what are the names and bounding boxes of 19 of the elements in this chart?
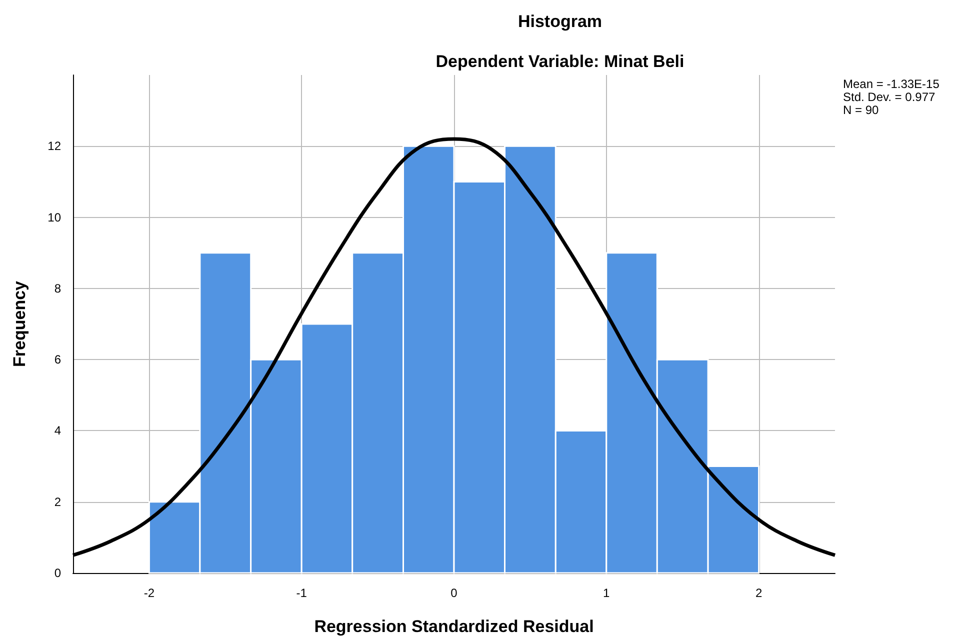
x-tick-label: 1 [603, 586, 610, 600]
y-tick-label: 10 [48, 210, 62, 224]
y-tick-label: 8 [54, 281, 62, 296]
y-axis-title: Frequency [10, 280, 29, 367]
text: N = 90 [843, 103, 880, 117]
x-tick-label: -1 [296, 586, 308, 600]
y-tick-label: 2 [54, 494, 62, 509]
chart-title: Histogram [518, 12, 602, 31]
text: Mean = -1.33E-15 [843, 77, 940, 91]
x-tick-label: -2 [144, 586, 155, 600]
y-tick-label: 6 [54, 352, 62, 367]
x-tick-label: 2 [755, 586, 762, 600]
y-tick-label: 12 [48, 139, 62, 154]
text: Std. Dev. = 0.977 [843, 90, 936, 104]
chart-subtitle: Dependent Variable: Minat Beli [436, 52, 684, 71]
x-tick-label: 0 [450, 586, 458, 600]
y-tick-label: 4 [54, 424, 62, 438]
y-tick-label: 0 [54, 566, 62, 580]
x-axis-title: Regression Standardized Residual [314, 617, 594, 636]
